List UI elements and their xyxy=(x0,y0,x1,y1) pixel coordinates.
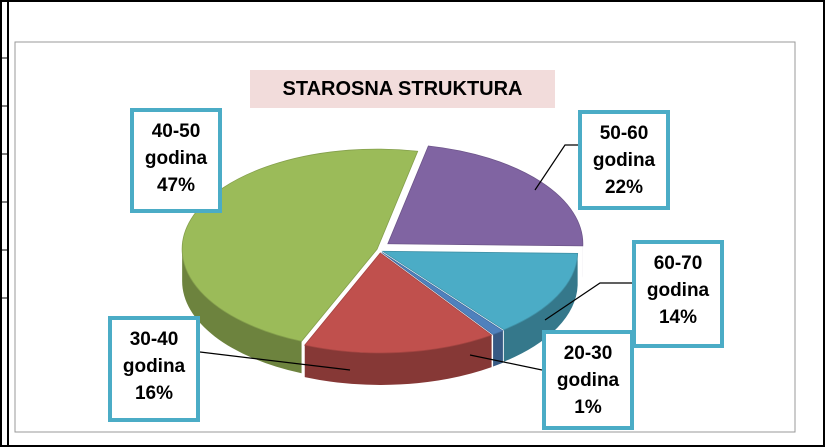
category-label: 20-30 godina xyxy=(556,343,620,391)
leader-line xyxy=(544,282,632,321)
chart-title: STAROSNA STRUKTURA xyxy=(250,70,555,108)
category-label: 50-60 godina xyxy=(592,123,656,171)
data-label: 30-40 godina 16% xyxy=(108,316,200,422)
value-label: 47% xyxy=(156,175,196,196)
data-label: 50-60 godina 22% xyxy=(578,110,670,210)
value-label: 22% xyxy=(604,177,644,198)
value-label: 16% xyxy=(134,383,174,404)
data-label: 20-30 godina 1% xyxy=(542,330,634,430)
slice-side xyxy=(493,330,503,367)
leader-line xyxy=(534,144,578,191)
category-label: 40-50 godina xyxy=(144,121,208,169)
value-label: 1% xyxy=(574,397,602,418)
category-label: 60-70 godina xyxy=(646,253,710,301)
leader-line xyxy=(469,354,543,371)
plot-area xyxy=(14,41,796,433)
data-label: 40-50 godina 47% xyxy=(130,108,222,213)
slice xyxy=(381,252,504,335)
category-label: 30-40 godina xyxy=(122,329,186,377)
slice xyxy=(181,148,419,342)
slice xyxy=(387,145,584,247)
value-label: 14% xyxy=(658,307,698,328)
slice xyxy=(381,250,579,331)
slice-side xyxy=(503,253,578,362)
data-label: 60-70 godina 14% xyxy=(632,240,724,348)
leader-line xyxy=(199,351,351,371)
slice-side xyxy=(182,249,302,374)
slice xyxy=(304,252,493,354)
